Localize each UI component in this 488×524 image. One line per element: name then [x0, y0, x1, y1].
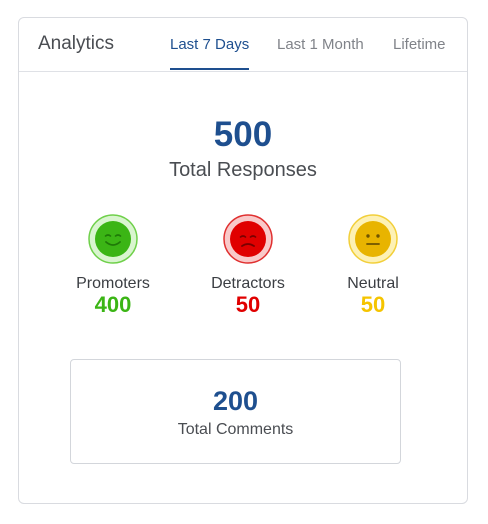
- card-header: Analytics Last 7 Days Last 1 Month Lifet…: [19, 18, 467, 72]
- active-tab-indicator: [170, 68, 249, 70]
- detractors-label: Detractors: [211, 275, 285, 292]
- tab-last-1-month[interactable]: Last 1 Month: [277, 36, 364, 53]
- total-comments-value: 200: [212, 386, 259, 416]
- detractors-value: 50: [235, 292, 261, 317]
- neutral-value: 50: [360, 292, 386, 317]
- card-title: Analytics: [38, 33, 115, 54]
- happy-face-icon: [88, 214, 138, 264]
- promoters-value: 400: [94, 292, 132, 317]
- analytics-card: Analytics Last 7 Days Last 1 Month Lifet…: [18, 17, 468, 504]
- tab-last-7-days[interactable]: Last 7 Days: [170, 36, 250, 53]
- neutral-metric: Neutral 50: [313, 214, 433, 316]
- total-responses-value: 500: [213, 115, 273, 154]
- promoters-label: Promoters: [76, 275, 150, 292]
- total-responses-label: Total Responses: [169, 159, 317, 181]
- promoters-metric: Promoters 400: [53, 214, 173, 316]
- sad-face-icon: [223, 214, 273, 264]
- tab-lifetime[interactable]: Lifetime: [393, 36, 446, 53]
- detractors-metric: Detractors 50: [188, 214, 308, 316]
- neutral-label: Neutral: [347, 275, 399, 292]
- total-comments-box: 200 Total Comments: [70, 359, 401, 464]
- total-comments-label: Total Comments: [177, 421, 294, 438]
- neutral-face-icon: [348, 214, 398, 264]
